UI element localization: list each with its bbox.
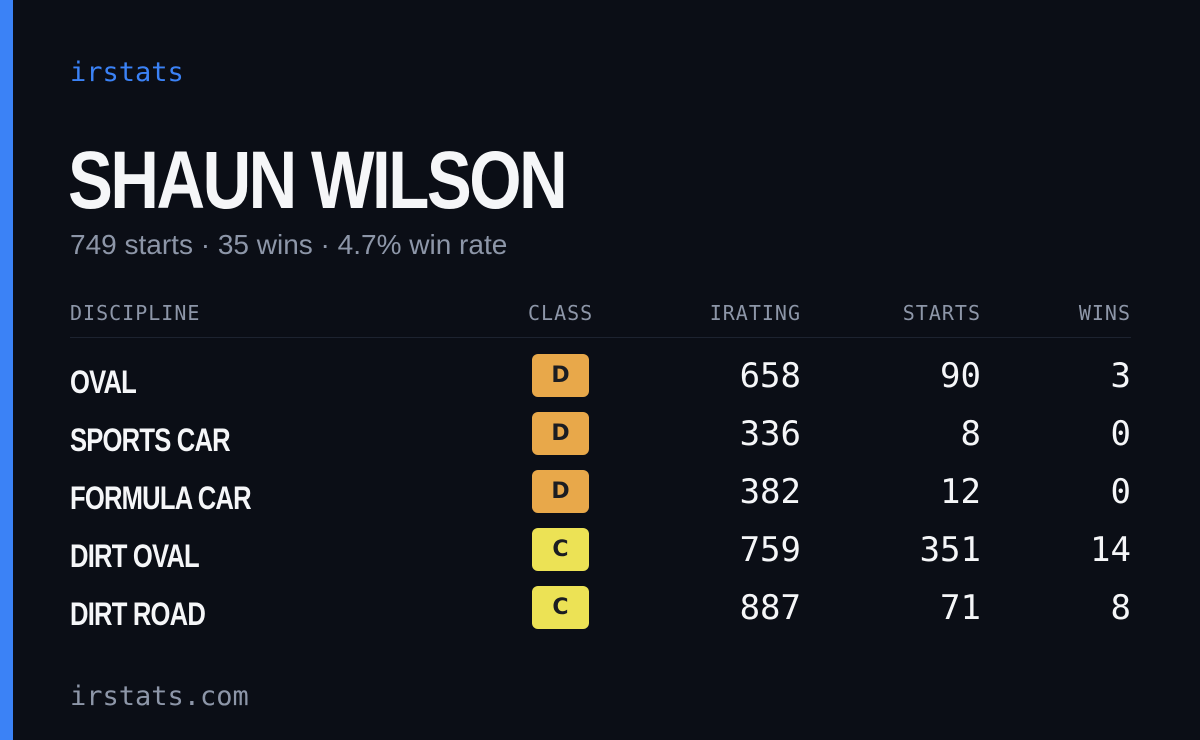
- starts-value: 8: [960, 414, 981, 454]
- wins-value: 0: [1110, 472, 1131, 512]
- table-row: SPORTS CAR D 336 8 0: [70, 412, 1131, 470]
- wins-value: 0: [1110, 414, 1131, 454]
- header-wins: WINS: [1078, 301, 1131, 325]
- table-body: OVAL D 658 90 3 SPORTS CAR D 336 8 0 FOR…: [70, 338, 1131, 644]
- driver-summary: 749 starts · 35 wins · 4.7% win rate: [70, 229, 508, 260]
- starts-value: 351: [919, 530, 981, 570]
- wins-value: 3: [1110, 356, 1131, 396]
- class-badge: D: [532, 412, 589, 455]
- discipline-name: SPORTS CAR: [70, 422, 231, 458]
- starts-value: 12: [940, 472, 981, 512]
- irating-value: 759: [739, 530, 801, 570]
- class-badge: D: [532, 354, 589, 397]
- wins-value: 14: [1090, 530, 1131, 570]
- irating-value: 658: [739, 356, 801, 396]
- discipline-name: FORMULA CAR: [70, 480, 252, 516]
- brand-name: irstats: [70, 57, 184, 88]
- discipline-name: DIRT ROAD: [70, 596, 206, 632]
- class-badge: D: [532, 470, 589, 513]
- accent-bar: [0, 0, 13, 740]
- irating-value: 887: [739, 588, 801, 628]
- discipline-name: OVAL: [70, 364, 137, 400]
- discipline-name: DIRT OVAL: [70, 538, 200, 574]
- table-header: DISCIPLINE CLASS IRATING STARTS WINS: [70, 296, 1131, 338]
- table-row: DIRT OVAL C 759 351 14: [70, 528, 1131, 586]
- header-class: CLASS: [528, 301, 594, 325]
- table-row: FORMULA CAR D 382 12 0: [70, 470, 1131, 528]
- class-badge: C: [532, 528, 589, 571]
- header-discipline: DISCIPLINE: [70, 301, 201, 325]
- table-row: DIRT ROAD C 887 71 8: [70, 586, 1131, 644]
- irating-value: 336: [739, 414, 801, 454]
- class-badge: C: [532, 586, 589, 629]
- stats-table: DISCIPLINE CLASS IRATING STARTS WINS OVA…: [70, 296, 1131, 644]
- wins-value: 8: [1110, 588, 1131, 628]
- driver-name: SHAUN WILSON: [68, 135, 568, 226]
- starts-value: 90: [940, 356, 981, 396]
- footer-url: irstats.com: [70, 681, 249, 712]
- starts-value: 71: [940, 588, 981, 628]
- header-starts: STARTS: [902, 301, 981, 325]
- irating-value: 382: [739, 472, 801, 512]
- table-row: OVAL D 658 90 3: [70, 354, 1131, 412]
- header-irating: IRATING: [709, 301, 801, 325]
